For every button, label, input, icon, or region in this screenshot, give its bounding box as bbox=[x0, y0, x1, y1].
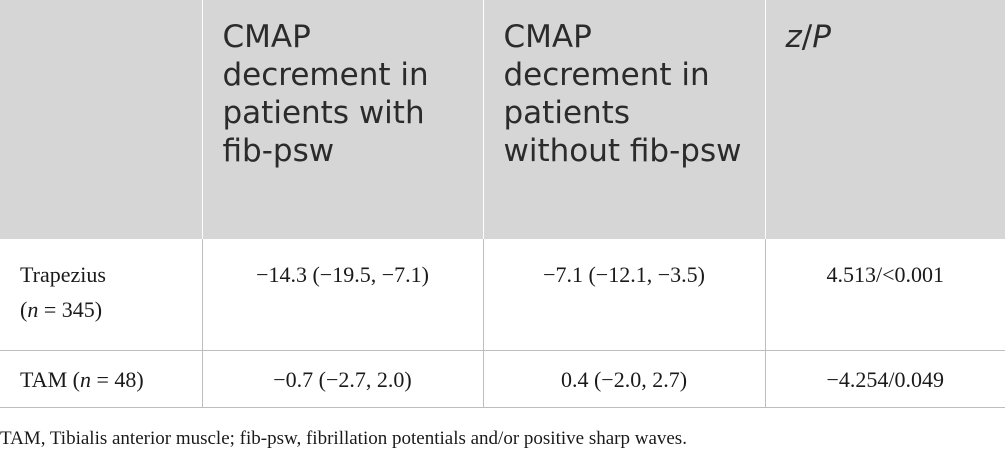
header-empty-cell bbox=[0, 0, 203, 239]
table-footnote: TAM, Tibialis anterior muscle; fib-psw, … bbox=[0, 428, 687, 449]
table-body: Trapezius (n = 345) −14.3 (−19.5, −7.1) −… bbox=[0, 239, 1005, 408]
cell-z-p: −4.254/0.049 bbox=[765, 350, 1005, 408]
n-suffix: = 48) bbox=[90, 366, 144, 392]
row-label-trapezius: Trapezius (n = 345) bbox=[0, 239, 203, 351]
row-label-tam: TAM (n = 48) bbox=[0, 350, 203, 408]
cell-z-p: 4.513/<0.001 bbox=[765, 239, 1005, 351]
table-row: TAM (n = 48) −0.7 (−2.7, 2.0) 0.4 (−2.0,… bbox=[0, 350, 1005, 408]
header-without-fib: CMAP decrement in patients without fib-p… bbox=[483, 0, 766, 239]
header-row: CMAP decrement in patients with fib-psw … bbox=[0, 0, 1005, 239]
results-table: CMAP decrement in patients with fib-psw … bbox=[0, 0, 1005, 408]
table-header: CMAP decrement in patients with fib-psw … bbox=[0, 0, 1005, 239]
n-var: n bbox=[27, 297, 39, 322]
cell-with-fib: −14.3 (−19.5, −7.1) bbox=[202, 239, 484, 351]
header-with-fib: CMAP decrement in patients with fib-psw bbox=[202, 0, 484, 239]
header-z-p: z/P bbox=[765, 0, 1005, 239]
cell-with-fib: −0.7 (−2.7, 2.0) bbox=[202, 350, 484, 408]
cell-without-fib: −7.1 (−12.1, −3.5) bbox=[483, 239, 766, 351]
cell-without-fib: 0.4 (−2.0, 2.7) bbox=[483, 350, 766, 408]
muscle-name: Trapezius bbox=[20, 262, 106, 287]
header-p: P bbox=[812, 19, 831, 55]
header-slash: / bbox=[801, 19, 813, 55]
muscle-name: TAM ( bbox=[20, 366, 80, 392]
n-prefix: ( bbox=[20, 297, 28, 322]
header-z: z bbox=[785, 19, 802, 55]
table-row: Trapezius (n = 345) −14.3 (−19.5, −7.1) −… bbox=[0, 239, 1005, 351]
n-suffix: = 345) bbox=[38, 297, 103, 322]
n-var: n bbox=[79, 366, 91, 392]
